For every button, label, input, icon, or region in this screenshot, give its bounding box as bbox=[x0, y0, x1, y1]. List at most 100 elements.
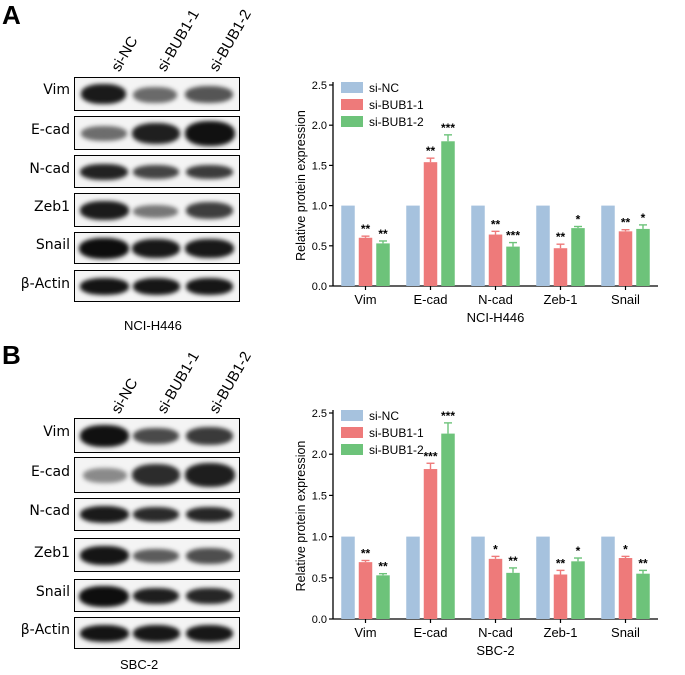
legend-swatch bbox=[341, 82, 363, 93]
bar bbox=[536, 536, 550, 619]
significance-label: * bbox=[641, 211, 646, 225]
cell-line-label: NCI-H446 bbox=[124, 318, 182, 333]
blot-n-cad bbox=[74, 155, 240, 188]
x-tick-label: Zeb-1 bbox=[544, 292, 578, 307]
y-tick-label: 1.0 bbox=[312, 201, 327, 213]
blot-snail bbox=[74, 232, 240, 264]
bar bbox=[536, 205, 550, 286]
protein-label-n-cad: N-cad bbox=[29, 161, 70, 177]
lane-label-si-bub1-1: si-BUB1-1 bbox=[154, 6, 203, 75]
x-axis-label: SBC-2 bbox=[476, 643, 514, 658]
protein-label-e-cad: E-cad bbox=[30, 464, 70, 480]
significance-label: * bbox=[576, 213, 581, 227]
bar bbox=[601, 205, 615, 286]
x-tick-label: Snail bbox=[611, 292, 640, 307]
significance-label: ** bbox=[508, 554, 518, 568]
blot-beta-actin bbox=[74, 270, 240, 302]
y-tick-label: 0.5 bbox=[312, 241, 327, 253]
protein-label-e-cad: E-cad bbox=[30, 122, 70, 138]
blot-e-cad bbox=[74, 457, 240, 493]
protein-label-snail: Snail bbox=[35, 584, 70, 600]
bar bbox=[376, 243, 390, 286]
x-tick-label: Zeb-1 bbox=[544, 625, 578, 640]
x-tick-label: Snail bbox=[611, 625, 640, 640]
blot-zeb1 bbox=[74, 193, 240, 227]
bar bbox=[571, 561, 585, 619]
bar bbox=[601, 536, 615, 619]
bar bbox=[423, 162, 438, 286]
bar bbox=[553, 248, 568, 286]
lane-label-si-bub1-2: si-BUB1-2 bbox=[206, 348, 255, 417]
legend-label: si-BUB1-1 bbox=[369, 426, 424, 440]
bar bbox=[406, 536, 420, 619]
legend-swatch bbox=[341, 427, 363, 438]
significance-label: ** bbox=[556, 556, 566, 570]
protein-label-vim: Vim bbox=[43, 82, 70, 98]
bar bbox=[488, 234, 503, 286]
bar bbox=[358, 562, 373, 619]
significance-label: ** bbox=[638, 556, 648, 570]
panel-letter-a: A bbox=[2, 0, 21, 30]
y-tick-label: 2.0 bbox=[312, 120, 327, 132]
bar bbox=[636, 573, 650, 619]
blot-zeb1 bbox=[74, 538, 240, 572]
y-axis-label: Relative protein expression bbox=[294, 441, 308, 592]
protein-label-beta-actin: β-Actin bbox=[20, 622, 70, 638]
legend-swatch bbox=[341, 99, 363, 110]
y-axis-label: Relative protein expression bbox=[294, 110, 308, 261]
significance-label: ** bbox=[361, 546, 371, 560]
lane-label-si-bub1-2: si-BUB1-2 bbox=[206, 6, 255, 75]
significance-label: ** bbox=[361, 222, 371, 236]
blot-vim bbox=[74, 418, 240, 453]
protein-label-zeb1: Zeb1 bbox=[34, 545, 70, 561]
x-tick-label: E-cad bbox=[414, 292, 448, 307]
x-tick-label: Vim bbox=[354, 292, 376, 307]
bar bbox=[341, 205, 355, 286]
lane-label-si-nc: si-NC bbox=[108, 375, 142, 417]
significance-label: *** bbox=[441, 121, 455, 135]
significance-label: * bbox=[576, 544, 581, 558]
lane-label-si-nc: si-NC bbox=[108, 33, 142, 75]
legend-swatch bbox=[341, 410, 363, 421]
legend-label: si-NC bbox=[369, 81, 399, 95]
blot-e-cad bbox=[74, 116, 240, 150]
significance-label: ** bbox=[556, 230, 566, 244]
x-tick-label: Vim bbox=[354, 625, 376, 640]
bar bbox=[441, 141, 455, 286]
bar bbox=[471, 205, 485, 286]
bar bbox=[376, 575, 390, 619]
protein-label-snail: Snail bbox=[35, 237, 70, 253]
significance-label: *** bbox=[423, 449, 437, 463]
legend-swatch bbox=[341, 444, 363, 455]
protein-label-vim: Vim bbox=[43, 424, 70, 440]
y-tick-label: 2.5 bbox=[312, 80, 327, 92]
legend-label: si-BUB1-1 bbox=[369, 98, 424, 112]
bar bbox=[636, 228, 650, 286]
legend-label: si-NC bbox=[369, 409, 399, 423]
bar bbox=[506, 246, 520, 286]
bar bbox=[488, 558, 503, 619]
bar bbox=[618, 231, 633, 286]
blot-vim bbox=[74, 77, 240, 111]
bar bbox=[441, 433, 455, 619]
significance-label: ** bbox=[426, 144, 436, 158]
significance-label: *** bbox=[441, 409, 455, 423]
blot-snail bbox=[74, 579, 240, 612]
cell-line-label: SBC-2 bbox=[120, 657, 159, 672]
legend-swatch bbox=[341, 116, 363, 127]
y-tick-label: 0.5 bbox=[312, 573, 327, 585]
y-tick-label: 1.5 bbox=[312, 160, 327, 172]
y-tick-label: 2.0 bbox=[312, 449, 327, 461]
significance-label: * bbox=[493, 542, 498, 556]
protein-label-zeb1: Zeb1 bbox=[34, 199, 70, 215]
x-tick-label: E-cad bbox=[414, 625, 448, 640]
bar bbox=[553, 574, 568, 619]
bar bbox=[618, 558, 633, 619]
significance-label: ** bbox=[621, 216, 631, 230]
bar bbox=[471, 536, 485, 619]
x-tick-label: N-cad bbox=[478, 292, 513, 307]
y-tick-label: 1.5 bbox=[312, 490, 327, 502]
panel-letter-b: B bbox=[2, 340, 21, 370]
bar bbox=[358, 237, 373, 286]
legend-label: si-BUB1-2 bbox=[369, 443, 424, 457]
